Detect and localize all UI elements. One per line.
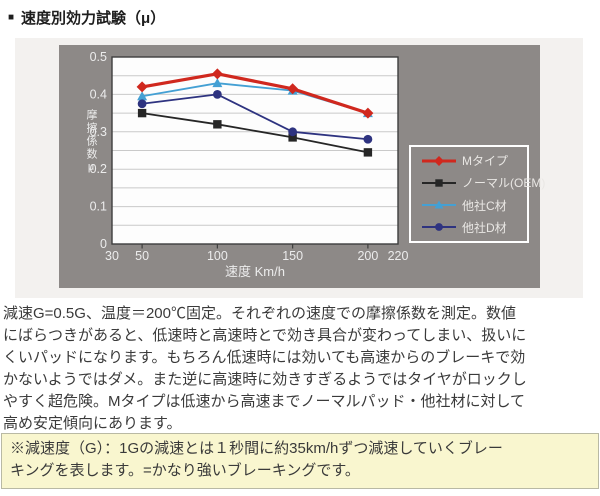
chart-legend: Mタイプ ノーマル(OEM) 他社C材 他社D材 xyxy=(409,145,545,243)
series-line xyxy=(141,72,369,115)
legend-marker-triangle-icon xyxy=(421,198,457,212)
y-tick-label: 0.4 xyxy=(90,87,107,101)
description-line: にばらつきがあると、低速時と高速時とで効き具合が変わってしまい、扱いに xyxy=(3,327,527,344)
y-tick-label: 0.1 xyxy=(90,200,107,214)
x-tick-label: 220 xyxy=(388,249,409,263)
legend-item-normal-oem: ノーマル(OEM) xyxy=(421,174,545,191)
description-line: かないようではダメ。また逆に高速時に効きすぎるようではタイヤがロックし xyxy=(3,371,527,388)
legend-label: 他社C材 xyxy=(462,198,507,213)
legend-label: Mタイプ xyxy=(462,154,508,169)
legend-marker-circle-icon xyxy=(421,220,457,234)
x-tick-label: 30 xyxy=(105,249,119,263)
x-axis-label: 速度 Km/h xyxy=(225,264,285,279)
line-chart: 0 0.1 0.2 0.3 0.4 0.5 30 50 100 150 200 220 速度 Km/h xyxy=(59,45,540,288)
series-line xyxy=(141,112,369,154)
legend-item-m-type: Mタイプ xyxy=(421,152,527,169)
legend-marker-diamond-icon xyxy=(421,154,457,168)
x-tick-label: 50 xyxy=(135,249,149,263)
note-line: ※減速度（G）：1Gの減速とは１秒間に約35km/hずつ減速していくブレー xyxy=(10,440,503,457)
legend-label: 他社D材 xyxy=(462,220,507,235)
legend-item-company-d: 他社D材 xyxy=(421,219,527,236)
y-tick-label: 0 xyxy=(100,237,107,251)
page-title-text: 速度別効力試験（μ） xyxy=(21,10,166,27)
description-text: 減速G=0.5G、温度＝200℃固定。それぞれの速度での摩擦係数を測定。数値 に… xyxy=(3,303,598,435)
description-line: くいパッドになります。もちろん低速時には効いても高速からのブレーキで効 xyxy=(3,349,526,366)
description-line: 減速G=0.5G、温度＝200℃固定。それぞれの速度での摩擦係数を測定。数値 xyxy=(3,305,516,322)
x-tick-label: 200 xyxy=(357,249,378,263)
description-line: やすく超危険。Mタイプは低速から高速までノーマルパッド・他社材に対して xyxy=(3,393,526,410)
y-tick-label: 0.3 xyxy=(90,125,107,139)
legend-label: ノーマル(OEM) xyxy=(462,176,546,191)
note-box: ※減速度（G）：1Gの減速とは１秒間に約35km/hずつ減速していくブレー キン… xyxy=(1,433,599,489)
y-tick-label: 0.5 xyxy=(90,50,107,64)
legend-marker-square-icon xyxy=(421,176,457,190)
x-tick-label: 100 xyxy=(207,249,228,263)
y-tick-label: 0.2 xyxy=(90,162,107,176)
note-line: キングを表します。=かなり強いブレーキングです。 xyxy=(10,462,360,479)
description-line: 高め安定傾向にあります。 xyxy=(3,415,182,432)
series-line xyxy=(141,93,368,141)
chart-panel: 0 0.1 0.2 0.3 0.4 0.5 30 50 100 150 200 220 速度 Km/h … xyxy=(59,45,545,288)
legend-item-company-c: 他社C材 xyxy=(421,197,527,214)
bullet-square-icon: ■ xyxy=(8,11,15,23)
x-tick-label: 150 xyxy=(282,249,303,263)
chart-wrapper: 0 0.1 0.2 0.3 0.4 0.5 30 50 100 150 200 220 速度 Km/h … xyxy=(15,38,583,298)
y-axis-title: 摩擦係数μ xyxy=(85,109,97,175)
page-title: ■ 速度別効力試験（μ） xyxy=(8,7,165,28)
